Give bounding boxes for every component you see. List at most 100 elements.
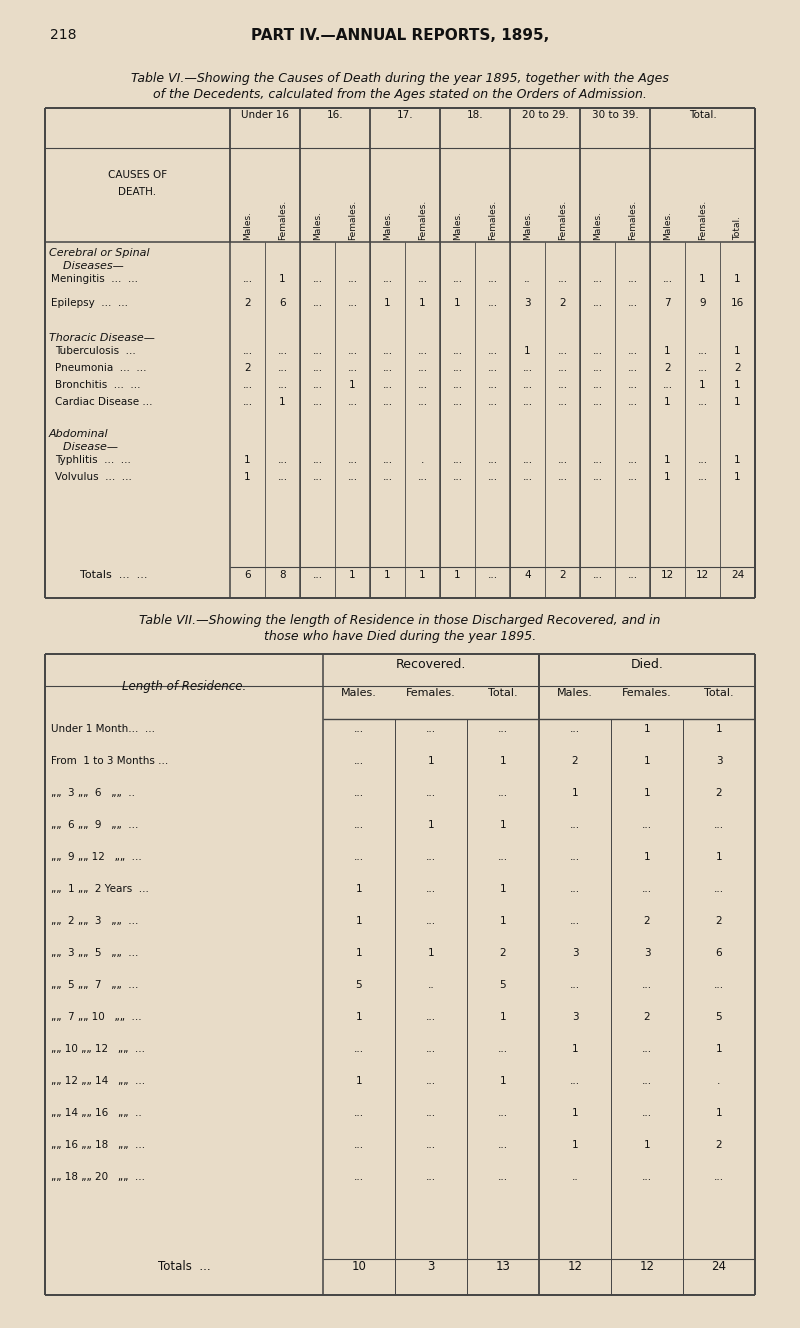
Text: ...: ... (698, 397, 707, 406)
Text: Total.: Total. (733, 216, 742, 240)
Text: 1: 1 (664, 347, 671, 356)
Text: ...: ... (627, 456, 638, 465)
Text: 4: 4 (524, 570, 531, 580)
Text: Typhlitis  ...  ...: Typhlitis ... ... (55, 456, 131, 465)
Text: ...: ... (347, 456, 358, 465)
Text: ...: ... (662, 380, 673, 390)
Text: ...: ... (558, 274, 567, 284)
Text: ...: ... (418, 380, 427, 390)
Text: ...: ... (382, 347, 393, 356)
Text: ...: ... (418, 274, 427, 284)
Text: 1: 1 (454, 570, 461, 580)
Text: ...: ... (487, 347, 498, 356)
Text: ...: ... (593, 297, 602, 308)
Text: 1: 1 (734, 274, 741, 284)
Text: 6: 6 (279, 297, 286, 308)
Text: 1: 1 (500, 884, 506, 894)
Text: Females.: Females. (488, 199, 497, 240)
Text: From  1 to 3 Months ...: From 1 to 3 Months ... (51, 756, 168, 766)
Text: 2: 2 (559, 297, 566, 308)
Text: ...: ... (426, 1012, 436, 1023)
Text: ...: ... (570, 916, 580, 926)
Text: Under 16: Under 16 (241, 110, 289, 120)
Text: Females.: Females. (406, 688, 456, 699)
Text: 1: 1 (716, 1108, 722, 1118)
Text: ..: .. (524, 274, 531, 284)
Text: ...: ... (354, 1139, 364, 1150)
Text: 3: 3 (427, 1260, 434, 1274)
Text: Males.: Males. (523, 211, 532, 240)
Text: ...: ... (426, 916, 436, 926)
Text: „„  7 „„ 10   „„  ...: „„ 7 „„ 10 „„ ... (51, 1012, 142, 1023)
Text: ...: ... (558, 363, 567, 373)
Text: Totals  ...  ...: Totals ... ... (80, 570, 147, 580)
Text: 30 to 39.: 30 to 39. (592, 110, 638, 120)
Text: ...: ... (570, 819, 580, 830)
Text: .: . (718, 1076, 721, 1086)
Text: „„  6 „„  9   „„  ...: „„ 6 „„ 9 „„ ... (51, 819, 138, 830)
Text: 1: 1 (279, 274, 286, 284)
Text: Males.: Males. (341, 688, 377, 699)
Text: ...: ... (313, 274, 322, 284)
Text: ...: ... (354, 1044, 364, 1054)
Text: ...: ... (487, 397, 498, 406)
Text: Females.: Females. (558, 199, 567, 240)
Text: ...: ... (522, 380, 533, 390)
Text: 24: 24 (731, 570, 744, 580)
Text: „„  9 „„ 12   „„  ...: „„ 9 „„ 12 „„ ... (51, 853, 142, 862)
Text: 1: 1 (734, 397, 741, 406)
Text: ...: ... (354, 1108, 364, 1118)
Text: ...: ... (627, 274, 638, 284)
Text: ...: ... (642, 1076, 652, 1086)
Text: ...: ... (382, 274, 393, 284)
Text: ...: ... (627, 471, 638, 482)
Text: Diseases—: Diseases— (49, 262, 124, 271)
Text: 1: 1 (734, 456, 741, 465)
Text: 1: 1 (279, 397, 286, 406)
Text: ...: ... (642, 1044, 652, 1054)
Text: Females.: Females. (628, 199, 637, 240)
Text: 1: 1 (356, 916, 362, 926)
Text: ...: ... (593, 274, 602, 284)
Text: Recovered.: Recovered. (396, 657, 466, 671)
Text: ...: ... (698, 363, 707, 373)
Text: Males.: Males. (593, 211, 602, 240)
Text: 3: 3 (644, 948, 650, 957)
Text: ...: ... (642, 980, 652, 989)
Text: Meningitis  ...  ...: Meningitis ... ... (51, 274, 138, 284)
Text: ..: .. (428, 980, 434, 989)
Text: ...: ... (642, 1108, 652, 1118)
Text: ...: ... (382, 363, 393, 373)
Text: 1: 1 (572, 1108, 578, 1118)
Text: 1: 1 (734, 471, 741, 482)
Text: Total.: Total. (689, 110, 716, 120)
Text: ...: ... (698, 456, 707, 465)
Text: 2: 2 (716, 788, 722, 798)
Text: ...: ... (627, 570, 638, 580)
Text: 12: 12 (567, 1260, 582, 1274)
Text: Thoracic Disease—: Thoracic Disease— (49, 333, 155, 343)
Text: 1: 1 (384, 297, 391, 308)
Text: ...: ... (627, 397, 638, 406)
Text: 2: 2 (716, 1139, 722, 1150)
Text: 1: 1 (428, 948, 434, 957)
Text: ...: ... (487, 471, 498, 482)
Text: 9: 9 (699, 297, 706, 308)
Text: 2: 2 (716, 916, 722, 926)
Text: ...: ... (418, 397, 427, 406)
Text: ...: ... (382, 456, 393, 465)
Text: ...: ... (278, 456, 287, 465)
Text: Males.: Males. (313, 211, 322, 240)
Text: „„ 12 „„ 14   „„  ...: „„ 12 „„ 14 „„ ... (51, 1076, 145, 1086)
Text: ..: .. (572, 1173, 578, 1182)
Text: ...: ... (313, 363, 322, 373)
Text: Total.: Total. (488, 688, 518, 699)
Text: ...: ... (642, 1173, 652, 1182)
Text: ...: ... (313, 397, 322, 406)
Text: ...: ... (278, 471, 287, 482)
Text: ...: ... (278, 363, 287, 373)
Text: 1: 1 (572, 1139, 578, 1150)
Text: 1: 1 (244, 456, 251, 465)
Text: ...: ... (347, 363, 358, 373)
Text: 1: 1 (500, 819, 506, 830)
